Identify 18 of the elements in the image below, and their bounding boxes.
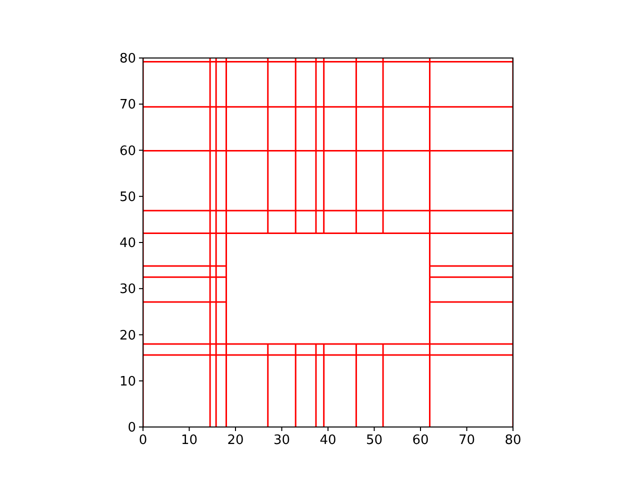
- x-tick-label: 70: [458, 433, 476, 448]
- y-tick-label: 70: [119, 98, 136, 113]
- y-tick-label: 50: [119, 190, 136, 205]
- x-tick-label: 0: [138, 433, 148, 448]
- x-tick-label: 50: [366, 433, 383, 448]
- x-tick-label: 40: [320, 433, 336, 448]
- y-tick-label: 0: [128, 420, 136, 436]
- y-tick-label: 40: [119, 236, 136, 252]
- x-tick-label: 60: [412, 433, 429, 448]
- x-tick-label: 80: [504, 433, 522, 448]
- y-tick-label: 80: [119, 52, 136, 67]
- y-tick-label: 20: [119, 328, 136, 344]
- x-tick-label: 30: [273, 433, 290, 448]
- y-tick-label: 10: [119, 374, 136, 390]
- y-tick-label: 30: [119, 282, 136, 298]
- x-tick-label: 10: [180, 433, 198, 448]
- x-tick-label: 20: [227, 433, 244, 448]
- y-tick-label: 60: [119, 144, 136, 159]
